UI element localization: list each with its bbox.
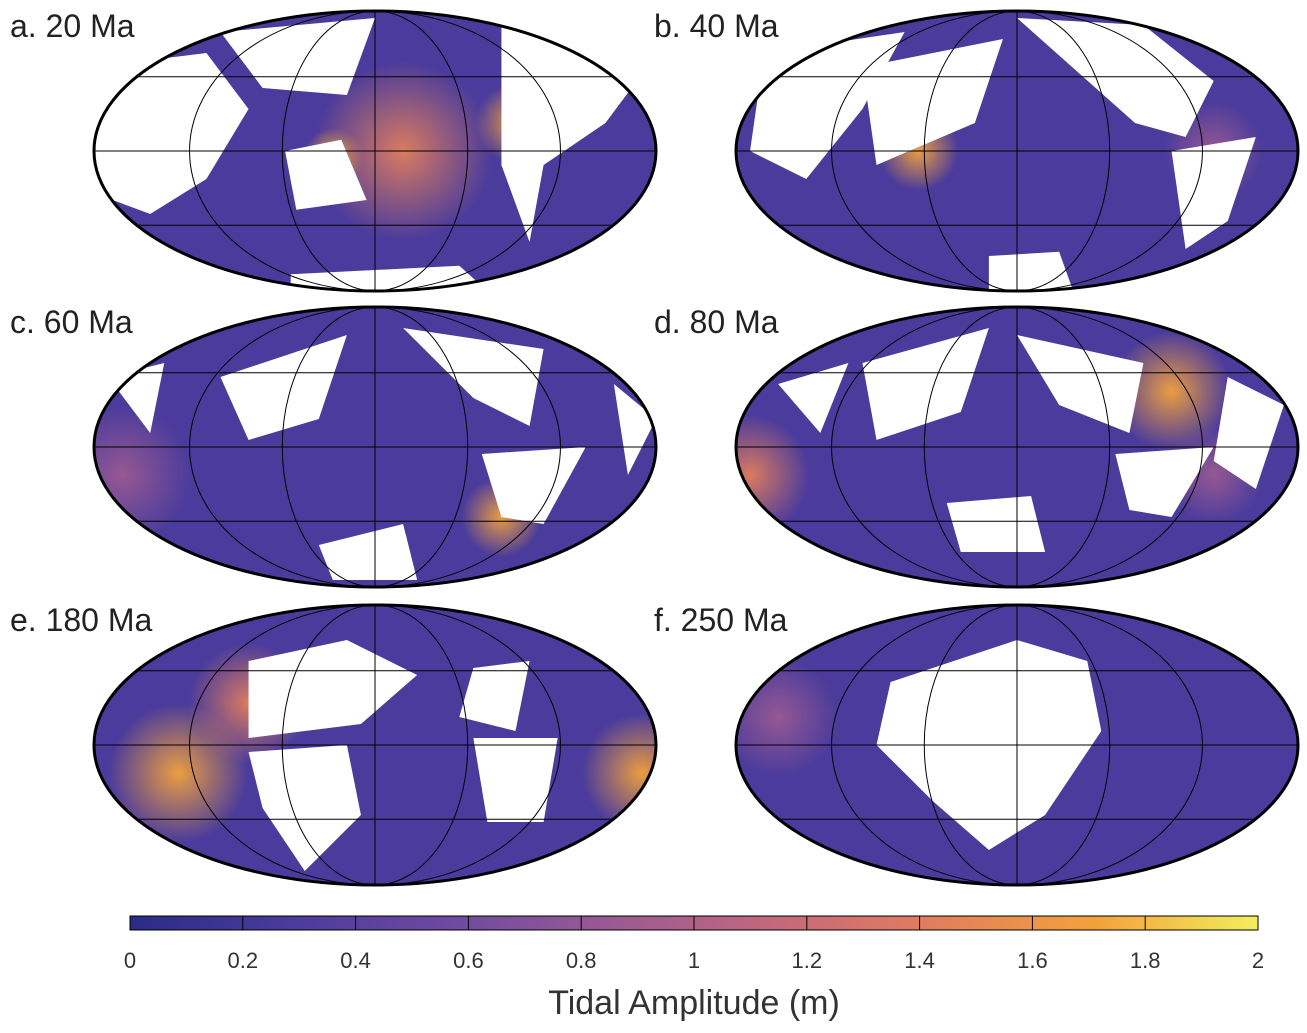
landmass <box>862 328 989 440</box>
landmass <box>481 447 586 524</box>
colorbar-tick-label: 0 <box>124 948 136 973</box>
meridian <box>831 605 1203 885</box>
landmass <box>1171 137 1256 249</box>
landmass <box>1115 447 1214 517</box>
meridian <box>189 307 561 587</box>
map-outline <box>92 603 658 887</box>
colorbar-label: Tidal Amplitude (m) <box>548 984 840 1022</box>
colorbar-tick-label: 1.2 <box>792 948 823 973</box>
map-panel <box>736 11 1298 291</box>
map-outline <box>734 305 1300 589</box>
meridian <box>189 605 561 885</box>
tidal-hotspot <box>1111 331 1232 451</box>
map-panel <box>736 307 1298 587</box>
panel-title: e. 180 Ma <box>10 602 153 638</box>
meridian <box>281 307 469 587</box>
landmass <box>501 18 642 242</box>
landmass <box>220 335 347 440</box>
landmass <box>1213 377 1284 489</box>
meridian <box>189 11 561 291</box>
landmass <box>778 363 849 433</box>
map-panel <box>94 605 656 885</box>
tidal-hotspot <box>94 405 193 545</box>
landmass <box>318 524 418 580</box>
meridian <box>923 11 1111 291</box>
landmass <box>473 738 558 822</box>
landmass <box>248 745 361 871</box>
landmass <box>1017 335 1144 433</box>
meridian <box>831 11 1203 291</box>
landmass <box>403 328 544 426</box>
meridian <box>923 605 1111 885</box>
colorbar-tick-label: 1 <box>688 948 700 973</box>
landmass <box>1017 18 1214 137</box>
meridian <box>281 605 469 885</box>
colorbar-tick-label: 1.8 <box>1130 948 1161 973</box>
map-outline <box>734 603 1300 887</box>
colorbar-tick-label: 2 <box>1252 948 1264 973</box>
map-outline <box>92 9 658 293</box>
colorbar-tick-label: 1.6 <box>1017 948 1048 973</box>
tidal-hotspot <box>581 713 656 833</box>
colorbar-tick-label: 0.8 <box>566 948 597 973</box>
map-outline <box>734 9 1300 293</box>
colorbar-tick-label: 0.4 <box>340 948 371 973</box>
map-panel <box>736 605 1298 885</box>
colorbar-tick-label: 0.2 <box>228 948 259 973</box>
landmass <box>862 39 1003 165</box>
meridian <box>923 307 1111 587</box>
landmass <box>988 251 1074 291</box>
meridian <box>281 11 469 291</box>
landmass <box>94 53 249 214</box>
map-outline <box>92 305 658 589</box>
panel-title: d. 80 Ma <box>654 304 779 340</box>
colorbar-tick-label: 1.4 <box>904 948 935 973</box>
landmass <box>946 496 1046 552</box>
map-panel <box>94 307 656 587</box>
landmass <box>290 265 488 291</box>
colorbar-tick-label: 0.6 <box>453 948 484 973</box>
landmass <box>613 384 656 475</box>
landmass <box>285 139 367 210</box>
panel-title: c. 60 Ma <box>10 304 133 340</box>
panel-title: f. 250 Ma <box>654 602 788 638</box>
panel-title: b. 40 Ma <box>654 8 779 44</box>
map-panel <box>94 11 656 291</box>
panel-title: a. 20 Ma <box>10 8 135 44</box>
tidal-hotspot <box>736 415 811 535</box>
landmass <box>220 18 375 95</box>
meridian <box>831 307 1203 587</box>
landmass <box>459 661 530 731</box>
